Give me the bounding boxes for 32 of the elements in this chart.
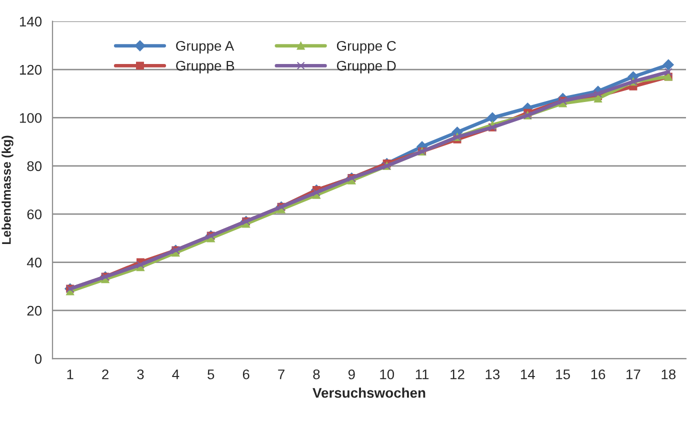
legend-label: Gruppe D xyxy=(336,60,396,74)
x-axis-title: Versuchswochen xyxy=(312,388,426,398)
y-tick-label: 40 xyxy=(26,258,42,268)
x-tick-label: 12 xyxy=(450,369,464,380)
x-tick-label: 16 xyxy=(591,369,606,380)
x-tick-label: 18 xyxy=(662,369,676,380)
y-tick-label: 0 xyxy=(34,354,42,364)
x-tick-label: 4 xyxy=(172,370,180,380)
x-tick-label: 9 xyxy=(348,369,355,380)
x-tick-label: 8 xyxy=(313,369,320,380)
x-tick-label: 3 xyxy=(137,369,144,380)
y-tick-label: 100 xyxy=(20,113,42,123)
y-tick-label: 120 xyxy=(20,64,42,75)
x-tick-label: 13 xyxy=(486,369,500,380)
legend-label: Gruppe C xyxy=(336,40,396,54)
legend-label: Gruppe B xyxy=(176,60,234,74)
x-tick-label: 7 xyxy=(278,370,284,380)
y-tick-label: 60 xyxy=(27,209,42,220)
y-tick-label: 80 xyxy=(27,161,42,172)
y-tick-label: 20 xyxy=(27,306,42,316)
y-axis-title: Lebendmasse (kg) xyxy=(2,136,14,244)
y-tick-label: 140 xyxy=(20,16,42,27)
x-tick-label: 14 xyxy=(520,370,535,380)
x-tick-label: 5 xyxy=(208,370,214,380)
x-tick-label: 2 xyxy=(102,369,108,380)
x-tick-label: 6 xyxy=(242,369,250,380)
legend-label: Gruppe A xyxy=(176,40,234,54)
x-tick-label: 15 xyxy=(556,370,570,380)
x-tick-label: 17 xyxy=(626,370,640,380)
x-tick-label: 10 xyxy=(380,369,394,380)
x-tick-label: 1 xyxy=(67,370,74,380)
x-tick-label: 11 xyxy=(416,370,429,380)
